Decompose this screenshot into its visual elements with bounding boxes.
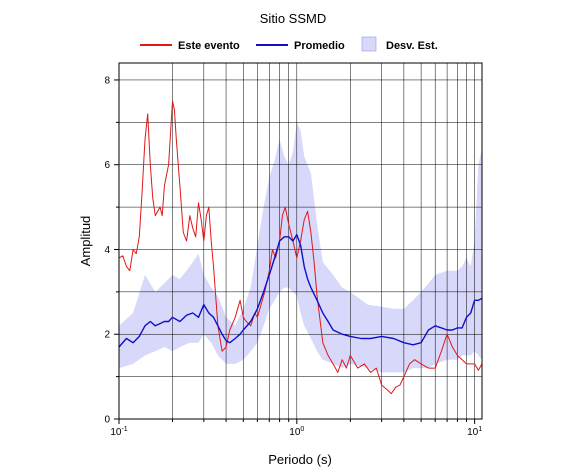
legend-label-este-evento: Este evento xyxy=(178,40,240,52)
y-tick-label: 0 xyxy=(104,415,110,426)
x-tick-label: 101 xyxy=(467,426,482,438)
y-axis-label: Amplitud xyxy=(78,216,93,267)
legend-swatch-desv-est xyxy=(361,36,377,52)
series-lines xyxy=(118,100,483,395)
chart-title: Sitio SSMD xyxy=(260,11,326,26)
legend-label-promedio: Promedio xyxy=(294,40,345,52)
x-axis-label: Periodo (s) xyxy=(268,452,332,467)
plot-frame xyxy=(118,62,483,420)
x-tick-label: 100 xyxy=(289,426,304,438)
y-tick-label: 6 xyxy=(104,160,110,171)
plot-area: 0 2 4 6 8 10-1 100 101 xyxy=(104,62,483,438)
series-line-promedio xyxy=(118,233,483,348)
axis-ticks: 0 2 4 6 8 10-1 100 101 xyxy=(104,75,482,438)
x-tick-label: 10-1 xyxy=(110,426,127,438)
y-tick-label: 4 xyxy=(104,245,110,256)
y-tick-label: 2 xyxy=(104,330,110,341)
legend: Este evento Promedio Desv. Est. xyxy=(140,36,438,52)
y-tick-label: 8 xyxy=(104,75,110,86)
series-line-este-evento xyxy=(118,100,483,395)
grid-lines xyxy=(119,63,482,419)
legend-label-desv-est: Desv. Est. xyxy=(386,40,438,52)
